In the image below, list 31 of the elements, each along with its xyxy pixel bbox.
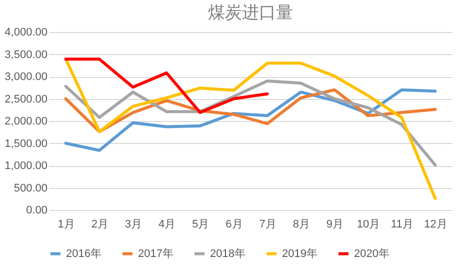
line-series (64, 58, 269, 114)
y-tick-label: 0.00 (26, 204, 48, 216)
y-tick-label: 1,000.00 (4, 160, 48, 172)
line-series (64, 88, 437, 152)
legend-label: 2016年 (66, 248, 102, 260)
y-tick-label: 3,000.00 (4, 71, 48, 83)
x-tick-label: 9月 (326, 218, 344, 230)
x-tick-label: 4月 (158, 218, 176, 230)
chart-title: 煤炭进口量 (208, 3, 293, 22)
x-tick-label: 12月 (424, 218, 448, 230)
line-series (64, 79, 437, 167)
legend-label: 2020年 (354, 248, 390, 260)
y-tick-label: 3,500.00 (4, 48, 48, 61)
y-tick-label: 2,000.00 (4, 116, 48, 128)
legend-label: 2018年 (210, 248, 246, 260)
legend-label: 2019年 (282, 248, 318, 260)
y-tick-label: 1,500.00 (4, 138, 48, 150)
y-tick-label: 500.00 (14, 182, 48, 194)
line-series (64, 58, 437, 200)
x-tick-label: 10月 (356, 218, 380, 230)
y-tick-label: 2,500.00 (4, 93, 48, 106)
x-tick-label: 1月 (58, 218, 75, 230)
x-tick-label: 6月 (226, 218, 243, 230)
x-tick-label: 7月 (259, 218, 276, 230)
x-tick-label: 11月 (390, 218, 414, 230)
x-tick-label: 8月 (292, 218, 310, 230)
x-tick-label: 2月 (91, 218, 108, 230)
y-tick-label: 4,000.00 (4, 26, 48, 38)
x-tick-label: 5月 (192, 218, 210, 230)
x-tick-label: 3月 (124, 218, 142, 230)
legend-label: 2017年 (138, 248, 174, 260)
